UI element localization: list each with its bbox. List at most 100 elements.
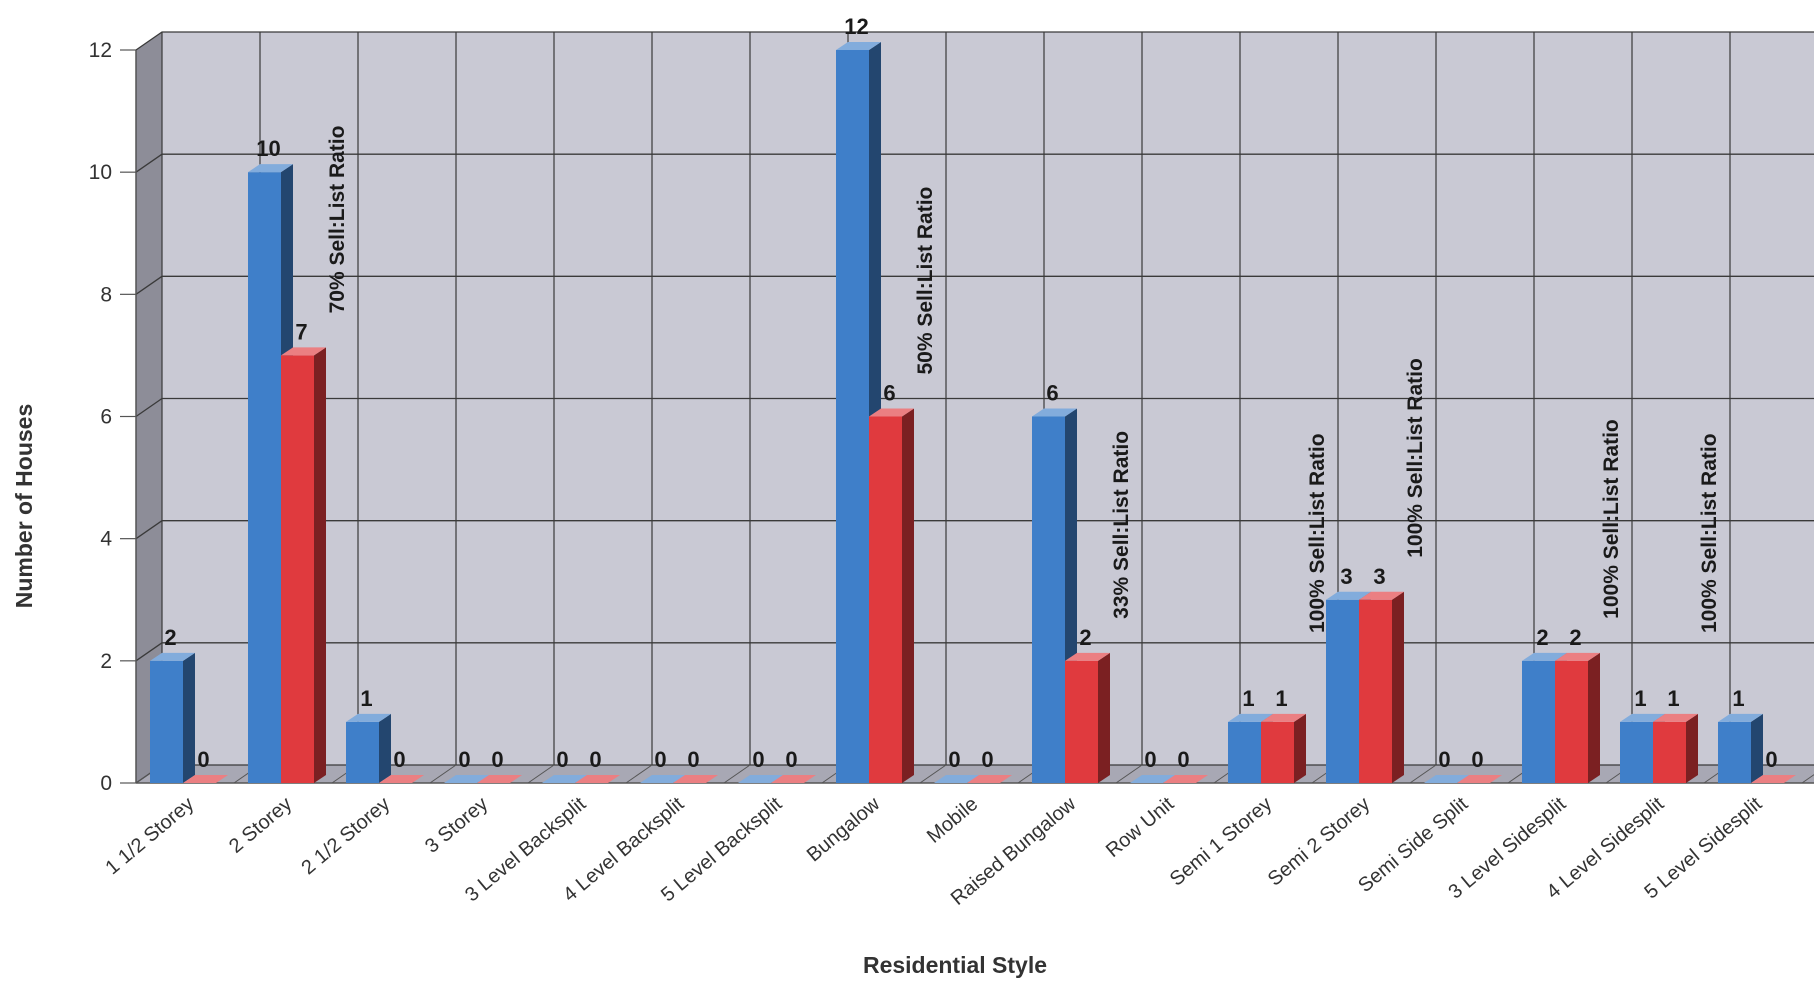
bar-top: [248, 164, 293, 173]
bar-top: [836, 42, 881, 50]
data-label: 0: [687, 747, 699, 772]
bar-top: [281, 347, 326, 356]
x-category-label: Semi 2 Storey: [1264, 793, 1374, 891]
bar-front: [1326, 599, 1359, 783]
bar: [1163, 775, 1208, 783]
y-axis-ticks: 0 2 4 6 8 10 12: [89, 39, 136, 795]
data-label: 6: [1046, 381, 1058, 406]
bar: [1457, 775, 1502, 783]
bar-side: [1392, 591, 1404, 783]
bar: [1653, 713, 1698, 783]
bar: [771, 775, 816, 783]
bar-front: [1620, 721, 1653, 783]
x-axis-title: Residential Style: [863, 952, 1047, 978]
x-category-label: Row Unit: [1102, 793, 1179, 862]
x-category-label: 2 Storey: [225, 793, 296, 858]
data-label: 7: [295, 319, 307, 344]
bar-side: [1294, 713, 1306, 783]
bar: [1718, 713, 1763, 783]
floor-divider: [625, 764, 653, 784]
bar-top: [1065, 652, 1110, 661]
bar-top: [575, 775, 620, 783]
data-label: 1: [1275, 686, 1287, 711]
data-label: 0: [458, 747, 470, 772]
floor-divider: [1801, 774, 1814, 784]
bar-top: [1457, 775, 1502, 783]
data-label: 0: [981, 747, 993, 772]
data-label: 0: [491, 747, 503, 772]
bar-front: [1228, 721, 1261, 783]
data-label: 2: [164, 625, 176, 650]
bar-top: [967, 775, 1012, 783]
y-tick-label: 2: [100, 650, 112, 673]
bar-top: [1522, 652, 1567, 661]
floor-divider: [723, 764, 751, 784]
ratio-annotation: 100% Sell:List Ratio: [1698, 433, 1721, 633]
bar-top: [673, 775, 718, 783]
bar-side: [1588, 652, 1600, 783]
data-label: 0: [948, 747, 960, 772]
ratio-annotation: 70% Sell:List Ratio: [326, 126, 349, 314]
bar: [967, 775, 1012, 783]
bar-top: [1718, 713, 1763, 722]
bar-top: [379, 775, 424, 783]
bar-top: [1163, 775, 1208, 783]
bar-side: [1751, 713, 1763, 783]
bar-front: [150, 660, 183, 783]
ratio-annotation: 50% Sell:List Ratio: [914, 187, 937, 375]
data-label: 0: [785, 747, 797, 772]
bar-top: [346, 713, 391, 722]
bar-top: [150, 652, 195, 661]
bar-front: [346, 721, 379, 783]
data-label: 1: [360, 686, 372, 711]
y-axis-title: Number of Houses: [11, 404, 37, 608]
bar-top: [934, 775, 979, 783]
ratio-annotation: 100% Sell:List Ratio: [1306, 433, 1329, 633]
bar-top: [869, 408, 914, 417]
bar-top: [1424, 775, 1469, 783]
data-label: 2: [1536, 625, 1548, 650]
bar-front: [1065, 660, 1098, 783]
data-label: 0: [556, 747, 568, 772]
bar-side: [379, 713, 391, 783]
data-label: 0: [1471, 747, 1483, 772]
y-tick-label: 6: [100, 406, 112, 429]
floor-divider: [429, 764, 457, 784]
bar: [1751, 775, 1796, 783]
x-category-label: 1 1/2 Storey: [101, 793, 198, 879]
bar-side: [314, 347, 326, 783]
bar-front: [1032, 416, 1065, 783]
bar-top: [1751, 775, 1796, 783]
bar-side: [183, 652, 195, 783]
bar: [934, 775, 979, 783]
bar-front: [281, 355, 314, 783]
bar-front: [1522, 660, 1555, 783]
bar-top: [738, 775, 783, 783]
ratio-annotation: 100% Sell:List Ratio: [1600, 419, 1623, 619]
bar: [1065, 652, 1110, 783]
bar: [640, 775, 685, 783]
data-label: 10: [256, 136, 280, 161]
gridlines: [135, 31, 1814, 784]
bar-top: [1359, 591, 1404, 600]
data-label: 0: [393, 747, 405, 772]
floor-divider: [1409, 764, 1437, 784]
data-label: 2: [1569, 625, 1581, 650]
bar-top: [1620, 713, 1665, 722]
data-label: 1: [1634, 686, 1646, 711]
data-label: 1: [1667, 686, 1679, 711]
bar-front: [248, 172, 281, 783]
bar-top: [1555, 652, 1600, 661]
bar-top: [640, 775, 685, 783]
y-tick-label: 10: [89, 161, 112, 184]
data-label: 0: [1177, 747, 1189, 772]
data-label: 6: [883, 381, 895, 406]
bar-top: [1228, 713, 1273, 722]
bar: [150, 652, 195, 783]
y-tick-label: 8: [100, 283, 112, 306]
bar-side: [902, 408, 914, 783]
x-axis-categories: 1 1/2 Storey 2 Storey 2 1/2 Storey 3 Storey…: [101, 793, 1766, 910]
data-label: 0: [197, 747, 209, 772]
floor-divider: [919, 764, 947, 784]
